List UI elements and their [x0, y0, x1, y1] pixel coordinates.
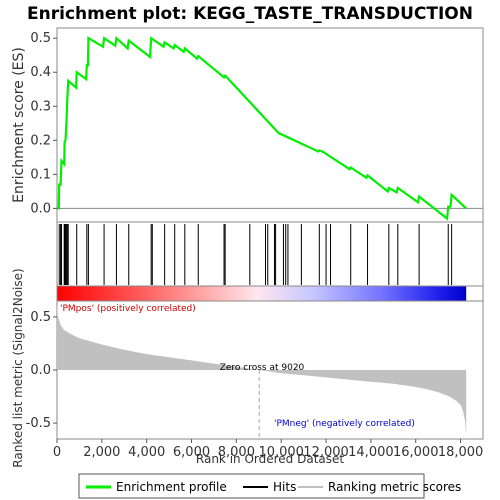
- chart-title: Enrichment plot: KEGG_TASTE_TRANSDUCTION: [27, 4, 473, 24]
- legend-profile-label: Enrichment profile: [116, 480, 227, 494]
- x-axis-label: Rank in Ordered Dataset: [196, 452, 344, 466]
- es-y-tick-label: 0.4: [30, 65, 51, 80]
- x-ticks: 0 2,000 4,000 6,000 8,000 10,000 12,000 14,000 1…: [53, 439, 483, 460]
- x-tick-label: 4,000: [128, 445, 165, 460]
- x-tick-label: 14,000: [348, 445, 394, 460]
- x-tick-label: 16,000: [393, 445, 439, 460]
- es-y-axis-label: Enrichment score (ES): [11, 47, 27, 203]
- x-tick-label: 12,000: [303, 445, 349, 460]
- x-tick-label: 10,000: [258, 445, 304, 460]
- rank-color-bar: [57, 286, 467, 301]
- metric-y-tick-label: 0.5: [30, 310, 51, 325]
- ranking-metric-area: [57, 304, 467, 436]
- es-y-tick-label: 0.5: [30, 31, 51, 46]
- metric-y-ticks: 0.5 0.0 -0.5: [26, 310, 57, 431]
- x-tick-label: 0: [53, 445, 61, 460]
- hits-panel: [56, 221, 484, 287]
- es-y-tick-label: 0.2: [30, 133, 51, 148]
- pmneg-label: 'PMneg' (negatively correlated): [274, 419, 415, 429]
- x-tick-label: 18,000: [438, 445, 484, 460]
- zero-cross-label: Zero cross at 9020: [220, 363, 305, 373]
- es-y-ticks: 0.0 0.1 0.2 0.3 0.4 0.5: [30, 31, 57, 216]
- x-tick-label: 6,000: [173, 445, 210, 460]
- metric-panel: 0.5 0.0 -0.5 'PMpos' (positively correlate…: [11, 268, 484, 468]
- es-y-tick-label: 0.0: [30, 201, 51, 216]
- legend: Enrichment profile Hits Ranking metric s…: [78, 473, 461, 499]
- legend-hits-label: Hits: [273, 480, 296, 494]
- es-y-tick-label: 0.1: [30, 167, 51, 182]
- x-tick-label: 2,000: [83, 445, 120, 460]
- es-y-tick-label: 0.3: [30, 99, 51, 114]
- metric-y-tick-label: -0.5: [26, 416, 51, 431]
- legend-metric-label: Ranking metric scores: [328, 480, 461, 494]
- hits-frame: [56, 221, 484, 287]
- pmpos-label: 'PMpos' (positively correlated): [60, 304, 196, 314]
- enrichment-profile-line: [57, 35, 467, 221]
- x-tick-label: 8,000: [218, 445, 255, 460]
- es-panel: 0.0 0.1 0.2 0.3 0.4 0.5 Enrichment score (ES): [11, 27, 484, 223]
- hit-lines: [58, 224, 453, 285]
- metric-y-axis-label: Ranked list metric (Signal2Noise): [11, 268, 25, 467]
- metric-y-tick-label: 0.0: [30, 363, 51, 378]
